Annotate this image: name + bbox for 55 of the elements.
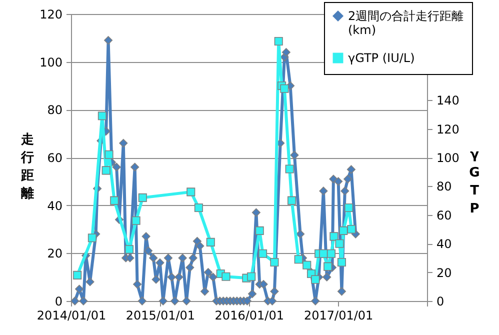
point xyxy=(347,224,356,234)
point xyxy=(311,275,320,284)
y-axis-title: 走行距離 xyxy=(20,132,34,202)
point xyxy=(132,216,140,225)
point xyxy=(287,196,296,205)
point xyxy=(98,112,106,120)
y-tick-label: 20 xyxy=(47,246,62,261)
point xyxy=(104,150,114,159)
point xyxy=(294,255,303,264)
point xyxy=(88,234,96,242)
point xyxy=(73,270,82,280)
point xyxy=(124,245,134,254)
point xyxy=(222,272,230,281)
y-tick-label: 120 xyxy=(40,8,62,22)
y-tick-label: 100 xyxy=(40,55,62,70)
point xyxy=(255,226,264,235)
point xyxy=(324,262,332,271)
y2-tick-label: 20 xyxy=(436,266,452,280)
y-tick-label: 40 xyxy=(47,198,62,213)
point xyxy=(285,164,294,174)
point xyxy=(206,238,215,246)
point xyxy=(337,258,346,267)
y2-tick-label: 60 xyxy=(436,208,452,222)
point xyxy=(247,272,256,281)
x-tick-label: 2016/01/01 xyxy=(214,308,284,322)
point xyxy=(102,166,110,175)
x-tick-label: 2015/01/01 xyxy=(126,308,196,322)
point xyxy=(258,249,268,258)
point xyxy=(335,239,344,248)
point xyxy=(326,249,336,258)
point xyxy=(319,249,328,258)
y-tick-label: 0 xyxy=(54,294,62,308)
y2-tick-label: 40 xyxy=(436,237,452,252)
x-tick-label: 2014/01/01 xyxy=(36,308,106,322)
y-tick-label: 60 xyxy=(47,151,62,165)
y2-axis-title: γGTP xyxy=(469,148,480,216)
legend-label: γGTP (IU/L) xyxy=(348,51,415,65)
y2-tick-label: 80 xyxy=(436,180,452,194)
point xyxy=(186,188,196,196)
y-tick-label: 80 xyxy=(47,103,62,118)
y2-tick-label: 100 xyxy=(436,151,460,165)
y2-tick-label: 120 xyxy=(436,122,460,136)
x-tick-label: 2017/01/01 xyxy=(304,308,374,322)
legend-label: 2週間の合計走行距離 (km) xyxy=(348,9,464,37)
point xyxy=(138,193,147,202)
y2-tick-label: 0 xyxy=(436,294,444,308)
point xyxy=(330,232,338,241)
point xyxy=(270,258,279,267)
point xyxy=(280,84,289,93)
y2-tick-label: 140 xyxy=(436,94,460,108)
point xyxy=(274,36,283,46)
point xyxy=(110,196,119,205)
point xyxy=(344,203,354,212)
point xyxy=(339,226,348,235)
point xyxy=(194,203,203,212)
